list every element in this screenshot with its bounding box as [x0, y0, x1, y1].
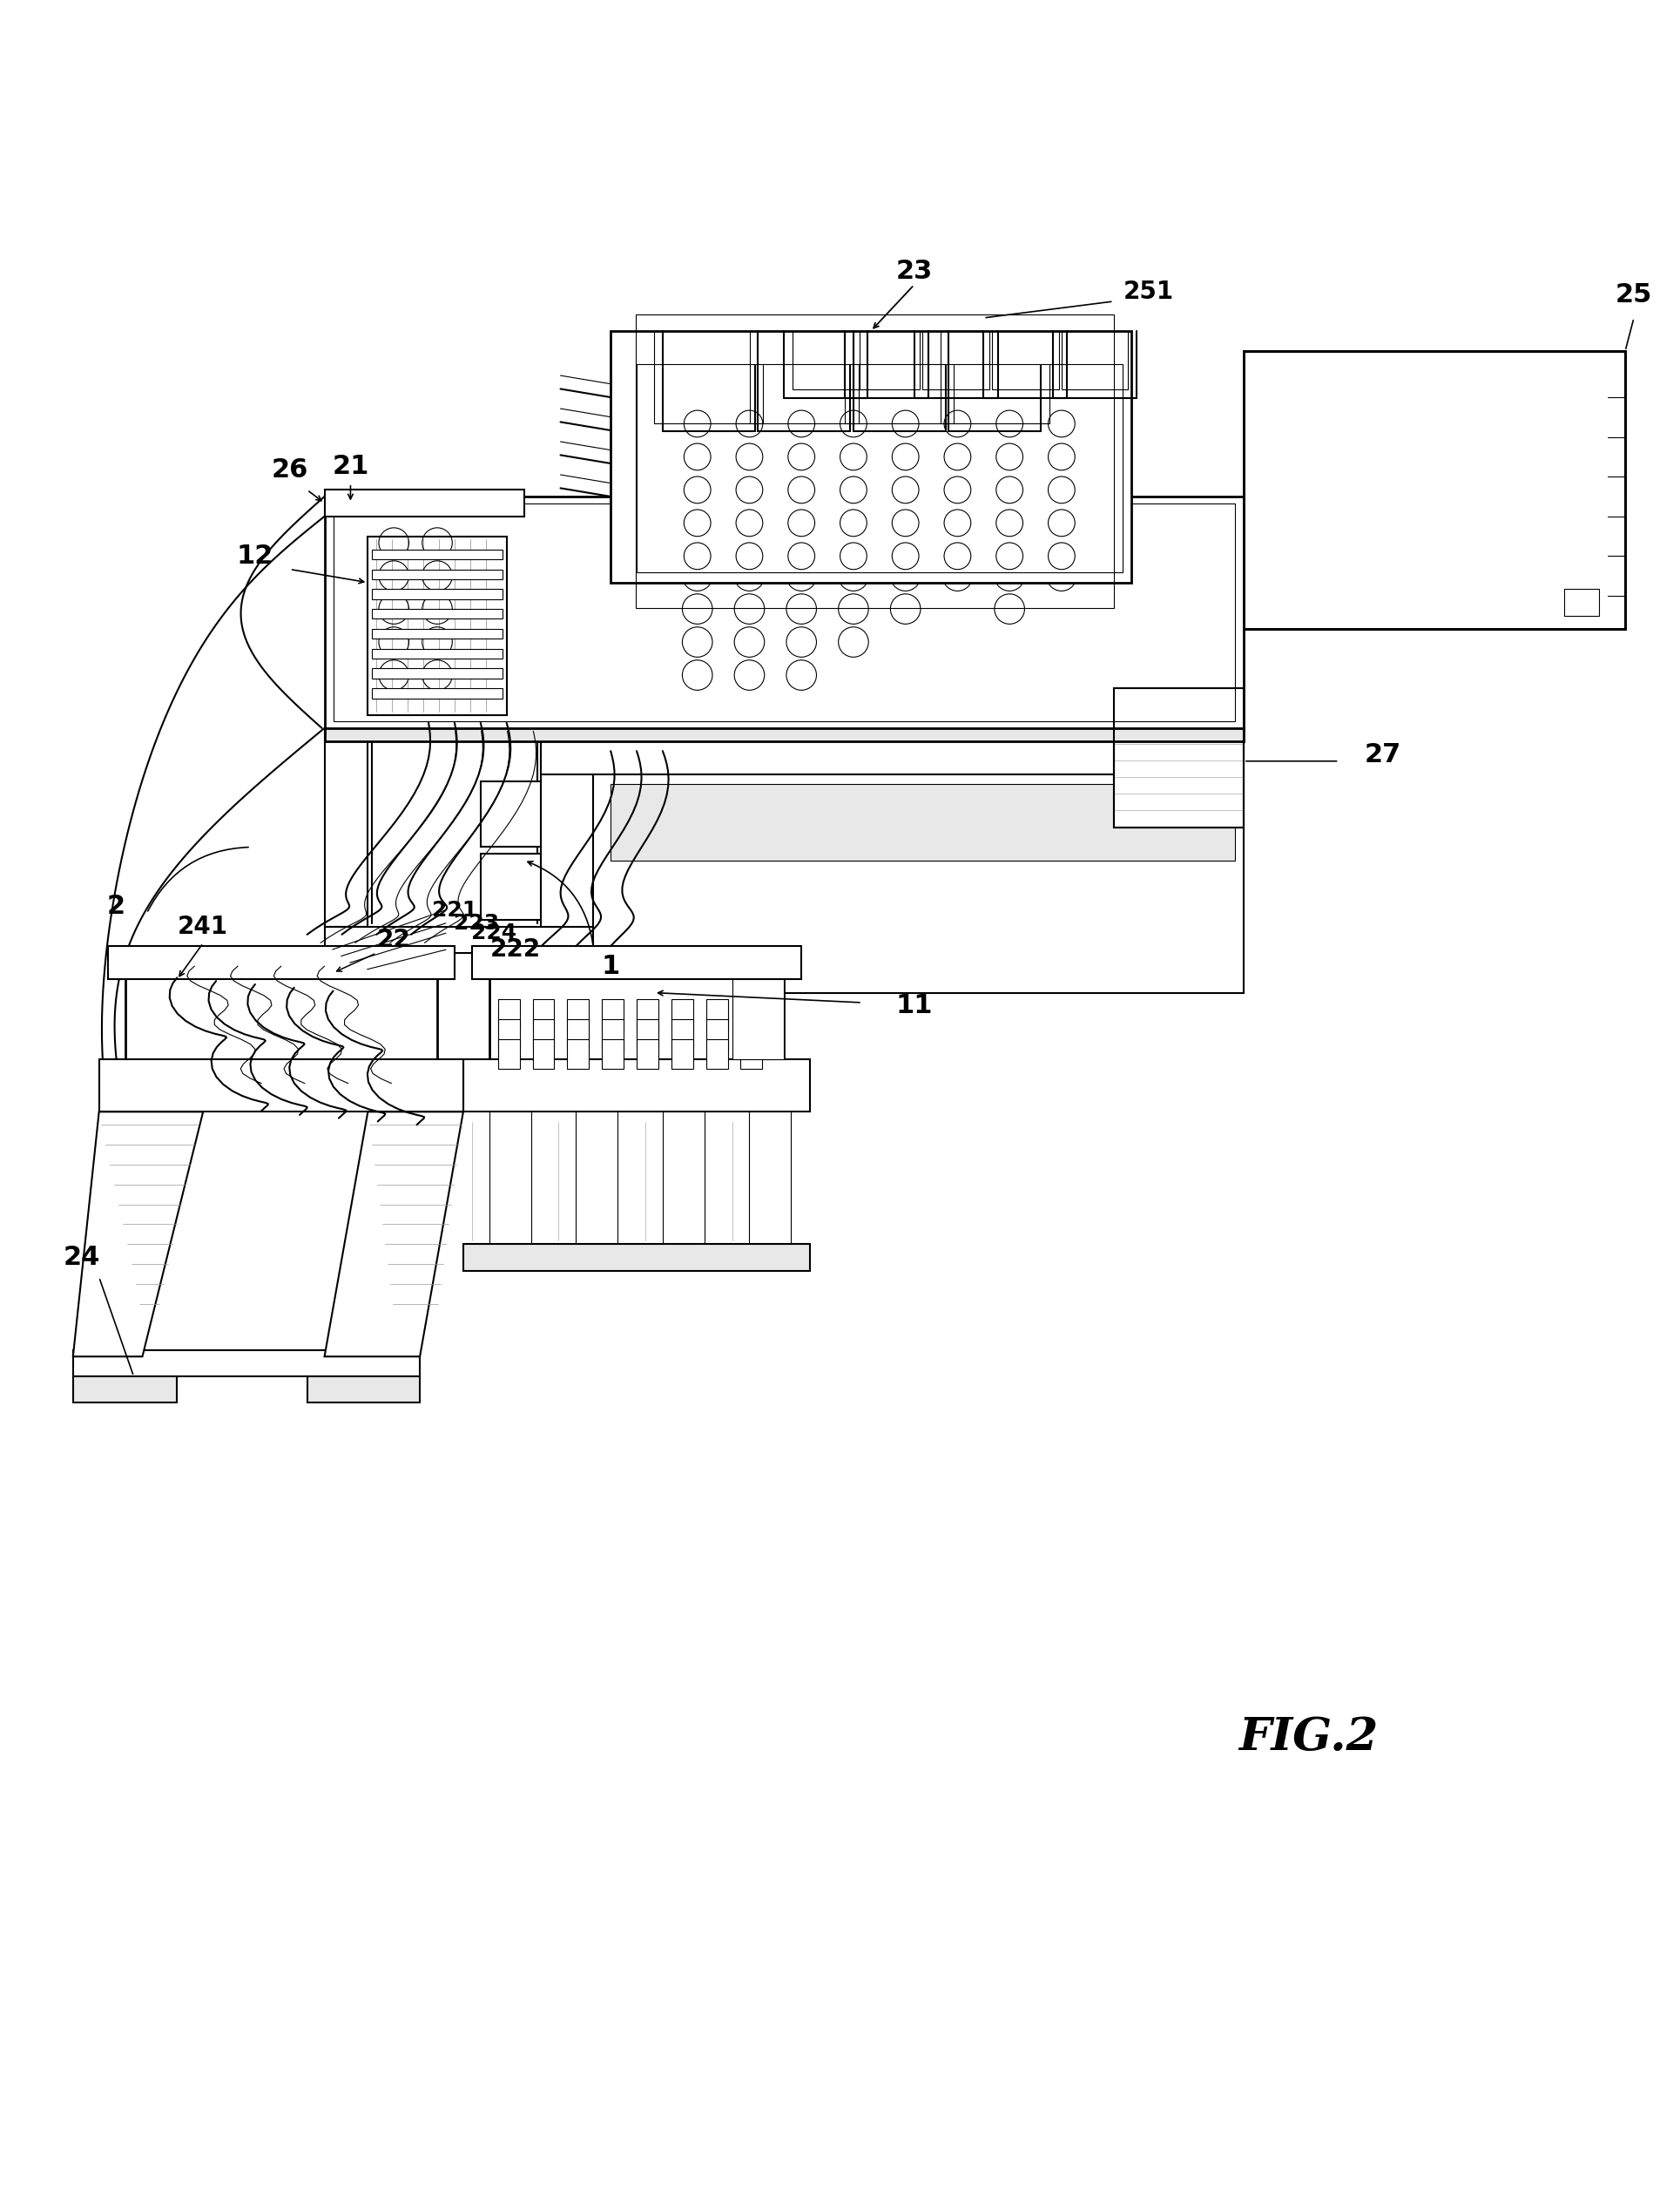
Polygon shape [672, 1040, 694, 1068]
Polygon shape [1564, 588, 1599, 615]
Polygon shape [497, 1020, 519, 1049]
Polygon shape [368, 535, 507, 714]
Polygon shape [373, 549, 502, 560]
Polygon shape [108, 947, 455, 980]
Polygon shape [72, 1350, 420, 1377]
Polygon shape [307, 1377, 420, 1403]
Polygon shape [741, 1040, 763, 1068]
Polygon shape [72, 1113, 203, 1357]
Polygon shape [99, 1060, 464, 1113]
Polygon shape [706, 1020, 727, 1049]
Polygon shape [464, 1060, 810, 1113]
Polygon shape [637, 1020, 659, 1049]
Polygon shape [489, 974, 785, 1060]
Polygon shape [593, 775, 1243, 994]
Polygon shape [741, 1000, 763, 1029]
Text: 27: 27 [1364, 742, 1401, 767]
Polygon shape [373, 608, 502, 619]
Polygon shape [373, 628, 502, 639]
Text: 24: 24 [64, 1245, 101, 1269]
Polygon shape [124, 974, 437, 1060]
Polygon shape [732, 980, 785, 1060]
Polygon shape [706, 1040, 727, 1068]
Polygon shape [706, 1000, 727, 1029]
Polygon shape [1243, 350, 1625, 496]
Polygon shape [749, 1113, 791, 1258]
Polygon shape [324, 727, 1243, 740]
Polygon shape [541, 740, 593, 941]
Polygon shape [480, 782, 541, 848]
Text: 2: 2 [108, 894, 126, 919]
Polygon shape [610, 330, 1131, 582]
Polygon shape [324, 489, 524, 516]
Polygon shape [373, 568, 502, 579]
Polygon shape [497, 1000, 519, 1029]
Polygon shape [1243, 350, 1625, 628]
Text: 21: 21 [333, 454, 370, 480]
Text: 25: 25 [1616, 282, 1653, 308]
Text: 23: 23 [895, 260, 932, 284]
Polygon shape [472, 947, 801, 980]
Polygon shape [568, 1040, 590, 1068]
Polygon shape [533, 1000, 554, 1029]
Text: FIG.2: FIG.2 [1238, 1716, 1378, 1760]
Text: 1: 1 [601, 954, 620, 978]
Polygon shape [637, 1000, 659, 1029]
Polygon shape [568, 1020, 590, 1049]
Polygon shape [601, 1040, 623, 1068]
Polygon shape [72, 1377, 176, 1403]
Text: 22: 22 [376, 927, 410, 952]
Polygon shape [464, 1245, 810, 1271]
Polygon shape [373, 648, 502, 659]
Polygon shape [576, 1113, 618, 1258]
Text: 222: 222 [491, 938, 541, 963]
Text: 241: 241 [178, 914, 228, 938]
Text: 223: 223 [454, 912, 499, 934]
Polygon shape [662, 1113, 704, 1258]
Polygon shape [741, 1020, 763, 1049]
Polygon shape [601, 1000, 623, 1029]
Polygon shape [610, 784, 1235, 861]
Polygon shape [324, 927, 593, 954]
Text: 221: 221 [432, 899, 477, 921]
Polygon shape [568, 1000, 590, 1029]
Polygon shape [489, 1113, 531, 1258]
Polygon shape [480, 855, 541, 921]
Polygon shape [601, 1020, 623, 1049]
Polygon shape [1114, 687, 1243, 828]
Polygon shape [533, 1020, 554, 1049]
Polygon shape [324, 727, 368, 927]
Text: 26: 26 [272, 458, 307, 482]
Polygon shape [373, 668, 502, 679]
Polygon shape [373, 687, 502, 698]
Polygon shape [541, 740, 1243, 775]
Text: 224: 224 [470, 923, 516, 943]
Polygon shape [672, 1020, 694, 1049]
Polygon shape [373, 731, 538, 923]
Text: 251: 251 [1122, 280, 1174, 304]
Text: 12: 12 [237, 544, 274, 568]
Polygon shape [324, 496, 1243, 727]
Polygon shape [373, 588, 502, 599]
Polygon shape [533, 1040, 554, 1068]
Text: 11: 11 [895, 994, 932, 1018]
Polygon shape [672, 1000, 694, 1029]
Polygon shape [324, 1113, 464, 1357]
Polygon shape [637, 1040, 659, 1068]
Polygon shape [497, 1040, 519, 1068]
